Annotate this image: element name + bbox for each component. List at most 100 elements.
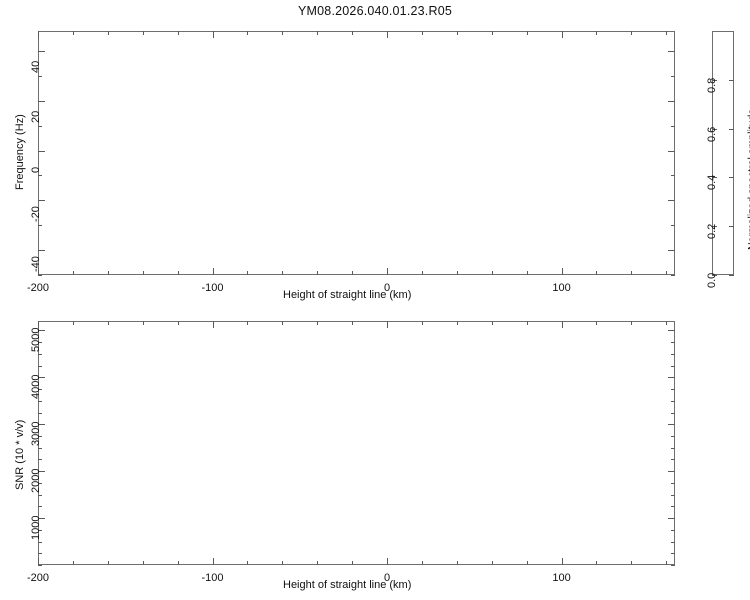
x-tick-label: 0 [383,282,391,294]
axis-tick [352,31,353,35]
axis-tick [108,561,109,565]
colorbar-tick [729,177,734,178]
axis-tick [38,151,45,152]
colorbar-tick [729,129,734,130]
axis-tick [247,561,248,565]
axis-tick [178,321,179,325]
axis-tick [38,377,45,378]
axis-tick [178,561,179,565]
axis-tick [668,471,675,472]
x-tick-label: -200 [26,572,50,584]
axis-tick [671,366,675,367]
axis-tick [178,271,179,275]
axis-tick [108,321,109,325]
axis-tick [38,413,42,414]
axis-tick [38,530,42,531]
axis-tick [422,561,423,565]
axis-tick [562,321,563,328]
axis-tick [38,250,45,251]
axis-tick [38,126,42,127]
axis-tick [668,151,675,152]
colorbar-tick [712,177,717,178]
axis-tick [143,561,144,565]
axis-tick [317,321,318,325]
axis-tick [247,271,248,275]
axis-tick [492,271,493,275]
axis-tick [108,271,109,275]
axis-tick [666,271,667,275]
spectrogram-x-axis-label: Height of straight line (km) [283,289,412,301]
y-tick-label: -20 [30,206,42,223]
axis-tick [73,321,74,325]
colorbar-tick [712,80,717,81]
axis-tick [387,321,388,328]
axis-tick [422,31,423,35]
axis-tick [38,483,42,484]
axis-tick [178,31,179,35]
axis-tick [282,561,283,565]
axis-tick [38,424,45,425]
axis-tick [387,31,388,38]
axis-tick [457,321,458,325]
spectrogram-y-axis-label: Frequency (Hz) [14,114,26,190]
axis-tick [352,321,353,325]
axis-tick [73,271,74,275]
axis-tick [143,31,144,35]
axis-tick [457,31,458,35]
axis-tick [671,436,675,437]
y-tick-label: 5000 [30,327,42,353]
colorbar-tick-label: 0.6 [706,126,718,142]
axis-tick [38,518,45,519]
axis-tick [317,271,318,275]
axis-tick [282,321,283,325]
x-tick-label: -200 [26,282,50,294]
axis-tick [671,76,675,77]
axis-tick [671,389,675,390]
axis-tick [282,31,283,35]
axis-tick [38,275,42,276]
axis-tick [73,31,74,35]
axis-tick [671,483,675,484]
axis-tick [666,31,667,35]
axis-tick [668,200,675,201]
y-tick-label: 1000 [30,515,42,541]
axis-tick [668,330,675,331]
spectrogram-frame [38,31,675,275]
axis-tick [282,271,283,275]
axis-tick [492,561,493,565]
y-tick-label: -40 [30,256,42,273]
axis-tick [38,448,42,449]
axis-tick [666,561,667,565]
axis-tick [671,542,675,543]
axis-tick [671,448,675,449]
axis-tick [671,275,675,276]
axis-tick [213,268,214,275]
axis-tick [38,268,39,275]
x-tick-label: -100 [201,572,224,584]
axis-tick [387,268,388,275]
axis-tick [38,565,42,566]
colorbar-tick [712,275,717,276]
colorbar-tick [729,226,734,227]
axis-tick [143,271,144,275]
axis-tick [352,271,353,275]
axis-tick [38,495,42,496]
axis-tick [38,354,42,355]
axis-tick [457,561,458,565]
axis-tick [631,271,632,275]
axis-tick [631,321,632,325]
axis-tick [73,561,74,565]
axis-tick [631,561,632,565]
axis-tick [352,561,353,565]
colorbar-axis-label: Normalized spectral amplitude [746,108,750,250]
axis-tick [422,271,423,275]
y-tick-label: 3000 [30,421,42,447]
axis-tick [527,271,528,275]
colorbar-tick [712,129,717,130]
axis-tick [671,342,675,343]
axis-tick [317,31,318,35]
axis-tick [671,126,675,127]
axis-tick [213,558,214,565]
axis-tick [668,101,675,102]
colorbar-tick [729,80,734,81]
